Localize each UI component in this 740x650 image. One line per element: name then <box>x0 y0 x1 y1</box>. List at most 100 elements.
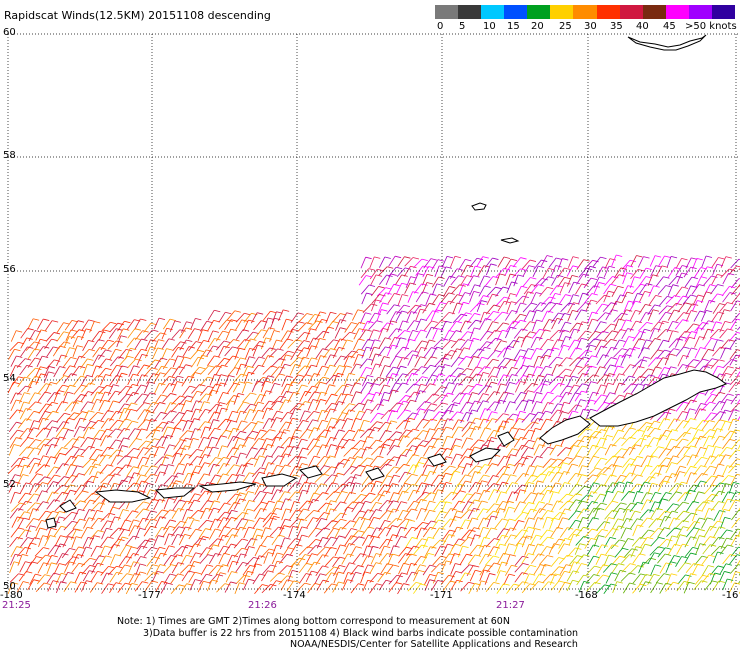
wind-barb <box>361 492 370 503</box>
wind-barb <box>198 528 206 539</box>
wind-barb-flag <box>554 293 562 296</box>
wind-barb <box>603 357 612 368</box>
wind-barb <box>675 401 684 412</box>
wind-barb-flag <box>634 276 641 279</box>
wind-barb <box>208 383 216 395</box>
wind-barb <box>34 366 41 378</box>
wind-barb <box>486 515 492 528</box>
wind-barb-flag <box>185 454 192 457</box>
wind-barb-flag <box>620 437 627 440</box>
wind-barb <box>10 527 19 538</box>
wind-barb <box>179 526 186 538</box>
wind-barb <box>226 411 233 423</box>
wind-barb-flag <box>267 444 274 447</box>
wind-barb <box>568 510 577 521</box>
wind-barb <box>268 516 275 528</box>
wind-barb <box>605 544 613 556</box>
wind-barb-flag <box>149 392 157 395</box>
wind-barb-flag <box>474 313 481 316</box>
wind-barb <box>530 337 537 349</box>
wind-barb <box>305 411 315 421</box>
wind-barb <box>52 345 61 357</box>
wind-barb <box>704 338 712 349</box>
wind-barb <box>368 546 373 558</box>
wind-barb <box>171 452 177 465</box>
wind-barb <box>369 269 378 280</box>
wind-barb <box>459 537 469 547</box>
wind-barb <box>9 429 18 440</box>
wind-barb <box>153 535 159 547</box>
wind-barb-flag <box>699 336 706 339</box>
wind-barb-flag <box>80 417 87 421</box>
wind-barb <box>539 276 549 286</box>
legend-swatch <box>596 5 621 19</box>
wind-barb <box>694 535 700 547</box>
wind-barb <box>569 392 576 404</box>
wind-barb-flag <box>611 309 618 312</box>
wind-barb-flag <box>418 461 425 465</box>
wind-barb-flag <box>23 517 30 521</box>
wind-barb-flag <box>197 510 204 513</box>
wind-barb-flag <box>253 556 260 560</box>
wind-barb-flag <box>88 426 95 430</box>
wind-barb-flag <box>638 338 646 341</box>
wind-barb-flag <box>412 412 419 415</box>
wind-barb-flag <box>610 364 617 367</box>
wind-barb <box>371 446 380 456</box>
wind-barb <box>487 546 495 558</box>
wind-barb-flag <box>212 389 219 393</box>
wind-barb-flag <box>374 426 381 430</box>
wind-barb <box>109 322 119 333</box>
wind-barb <box>233 538 243 549</box>
wind-barb <box>541 310 548 322</box>
wind-barb-flag <box>699 543 707 546</box>
wind-barb-flag <box>682 364 689 367</box>
wind-barb <box>712 339 718 351</box>
wind-barb-flag <box>134 337 141 340</box>
wind-barb <box>126 553 134 564</box>
wind-barb <box>728 429 736 441</box>
wind-barb-flag <box>285 508 292 511</box>
wind-barb-flag <box>240 430 247 434</box>
wind-barb-flag <box>494 366 501 369</box>
wind-barb <box>719 328 728 339</box>
wind-barb-flag <box>492 293 499 297</box>
wind-barb <box>360 268 369 279</box>
wind-barb-flag <box>556 302 563 306</box>
wind-barb-flag <box>160 463 167 467</box>
wind-barb-flag <box>220 374 228 377</box>
wind-barb-flag <box>427 464 434 467</box>
wind-barb <box>92 494 102 505</box>
wind-barb <box>290 429 297 441</box>
wind-barb-flag <box>583 508 590 511</box>
wind-barb <box>100 536 108 547</box>
wind-barb-flag <box>330 508 337 511</box>
wind-barb <box>596 374 606 385</box>
wind-barb <box>649 528 659 538</box>
wind-barb <box>683 418 691 429</box>
wind-barb <box>208 538 218 548</box>
wind-barb-flag <box>448 382 455 385</box>
wind-barb-flag <box>421 340 428 343</box>
wind-barb-flag <box>257 312 264 315</box>
wind-barb <box>650 349 659 360</box>
wind-barb-flag <box>592 391 599 395</box>
wind-barb <box>271 446 279 457</box>
wind-barb <box>450 438 457 450</box>
wind-barb <box>387 293 395 304</box>
wind-barb <box>404 368 414 378</box>
wind-barb-flag <box>590 277 598 281</box>
wind-barb <box>719 509 725 521</box>
wind-barb-flag <box>196 400 203 403</box>
wind-barb <box>298 313 308 323</box>
wind-barb <box>224 517 232 528</box>
wind-barb <box>235 410 241 423</box>
wind-barb-flag <box>378 377 385 380</box>
wind-barb-flag <box>367 382 374 385</box>
wind-barb-flag <box>23 401 30 404</box>
wind-barb <box>236 401 244 413</box>
wind-barb <box>557 462 564 474</box>
wind-barb <box>316 420 323 432</box>
wind-barb-flag <box>313 438 320 441</box>
wind-barb-flag <box>311 345 318 348</box>
